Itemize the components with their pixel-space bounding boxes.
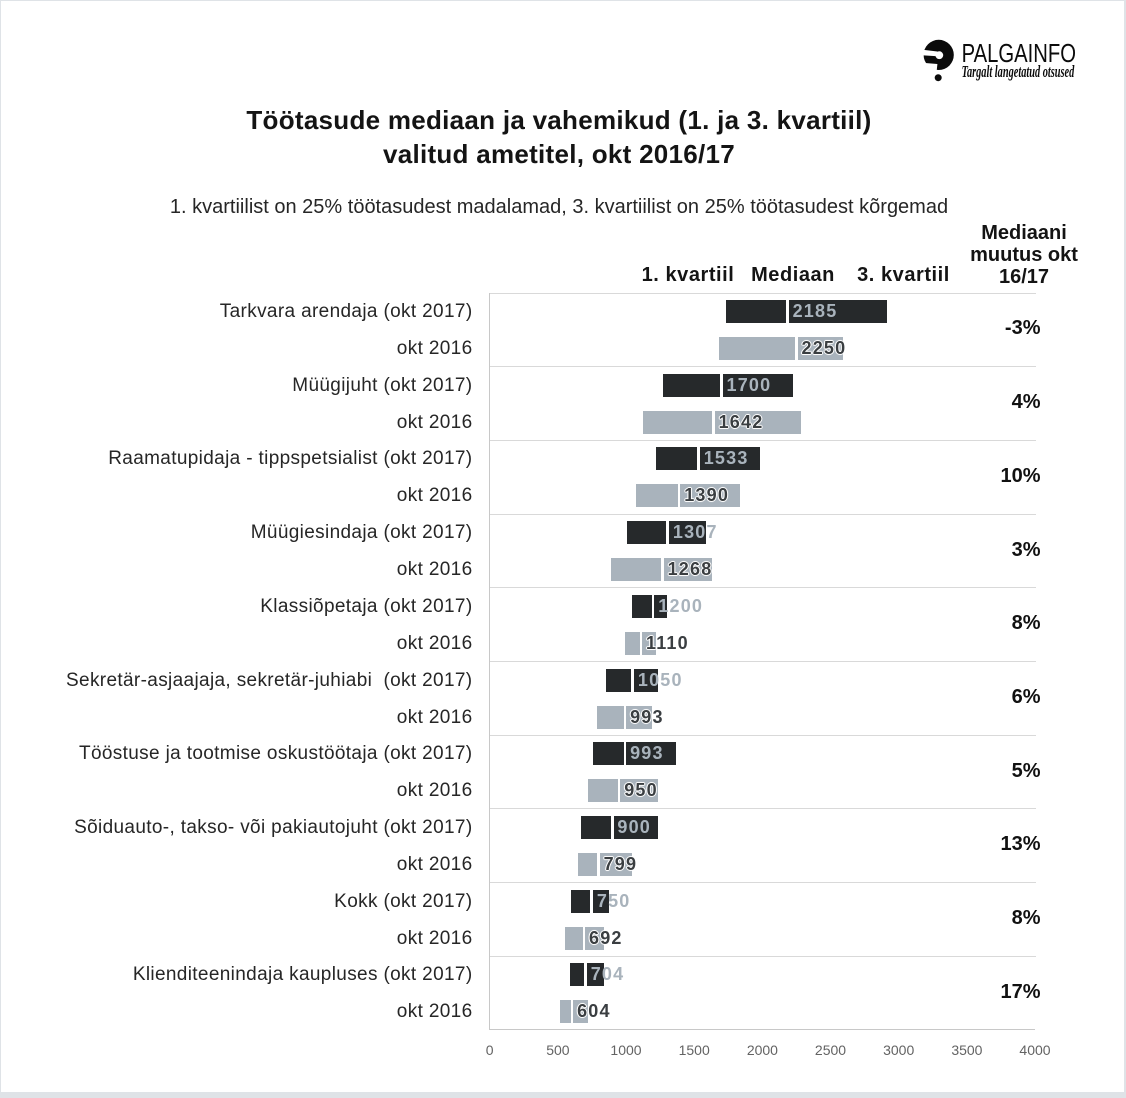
svg-text:Targalt langetatud otsused: Targalt langetatud otsused xyxy=(962,62,1075,81)
svg-text:PALGAINFO: PALGAINFO xyxy=(962,38,1076,68)
